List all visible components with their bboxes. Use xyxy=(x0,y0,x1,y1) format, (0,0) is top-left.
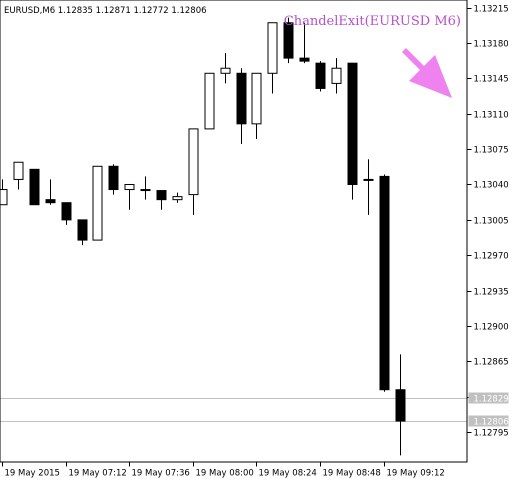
candle xyxy=(236,68,247,145)
symbol-info: EURUSD,M6 1.12835 1.12871 1.12772 1.1280… xyxy=(4,6,207,16)
axes xyxy=(0,0,468,463)
candle-body-bear xyxy=(45,199,56,204)
candle-body-bear xyxy=(283,22,294,59)
y-tick-label: 1.13145 xyxy=(474,75,509,85)
candle xyxy=(188,128,199,215)
y-tick-label: 1.13040 xyxy=(474,181,509,191)
candle-body-bull xyxy=(172,196,183,201)
candle-body-bull xyxy=(267,22,278,74)
candle xyxy=(395,354,406,456)
candle-body-bull xyxy=(13,161,24,180)
candle-body-bear xyxy=(108,165,119,191)
price-lines xyxy=(0,398,468,422)
candle-body-bear xyxy=(61,202,72,221)
candle xyxy=(124,183,135,210)
candle-body-bull xyxy=(140,189,151,192)
candle-body-bear xyxy=(347,62,358,185)
y-tick-label: 1.13180 xyxy=(474,40,509,50)
candles xyxy=(0,17,406,456)
candle-body-bull xyxy=(124,183,135,191)
y-tick-label: 1.12900 xyxy=(474,323,509,333)
x-tick-label: 19 May 09:12 xyxy=(387,469,445,479)
trend-arrow-icon xyxy=(402,48,452,98)
candle xyxy=(13,161,24,190)
candle-body-bear xyxy=(29,168,40,206)
price-tag xyxy=(468,415,509,427)
candle xyxy=(29,168,40,206)
candle-body-bull xyxy=(331,67,342,84)
candle-body-bear xyxy=(156,190,167,201)
candle xyxy=(283,17,294,64)
candle-body-bear xyxy=(379,175,390,391)
candle-body-bull xyxy=(251,72,262,125)
candle xyxy=(363,159,374,215)
candle-body-bull xyxy=(0,189,8,206)
x-tick-label: 19 May 07:36 xyxy=(132,469,190,479)
plot-frame xyxy=(0,0,468,463)
candle-body-bull xyxy=(220,67,231,74)
x-axis: 19 May 2015 19 May 07:12 19 May 07:36 19 Ma… xyxy=(2,462,445,479)
candle-body-bear xyxy=(315,62,326,89)
candle xyxy=(251,72,262,139)
y-tick-label: 1.12935 xyxy=(474,288,509,298)
candle xyxy=(379,174,390,392)
candle xyxy=(204,72,215,130)
y-tick-label: 1.13110 xyxy=(474,111,509,121)
candle-body-bear xyxy=(77,219,88,241)
candle xyxy=(220,53,231,84)
candle-body-bear xyxy=(299,57,310,62)
indicator-label: ChandelExit(EURUSD M6) xyxy=(284,14,461,29)
x-tick-label: 19 May 08:48 xyxy=(323,469,381,479)
candle xyxy=(315,61,326,92)
price-tag xyxy=(468,392,509,404)
candle xyxy=(267,22,278,94)
y-tick-label: 1.13005 xyxy=(474,217,509,227)
candle xyxy=(77,219,88,246)
x-tick-label: 19 May 08:00 xyxy=(196,469,254,479)
y-tick-label: 1.13075 xyxy=(474,146,509,156)
x-tick-label: 19 May 08:24 xyxy=(259,469,317,479)
candle-body-bull xyxy=(204,72,215,130)
candle xyxy=(0,179,8,206)
x-tick-label: 19 May 2015 xyxy=(5,469,60,479)
candle xyxy=(172,192,183,203)
candle-body-bull xyxy=(363,178,374,181)
candle-body-bull xyxy=(92,165,103,241)
y-tick-label: 1.12865 xyxy=(474,358,509,368)
candle-body-bear xyxy=(236,72,247,125)
candle xyxy=(92,165,103,241)
candle xyxy=(45,179,56,205)
y-axis: 1.13215 1.13180 1.13145 1.13110 1.13075 1.130… xyxy=(467,5,509,439)
price-tag-label: 1.12806 xyxy=(474,418,509,428)
candle xyxy=(347,62,358,200)
price-tag-label: 1.12829 xyxy=(474,395,509,405)
x-tick-label: 19 May 07:12 xyxy=(69,469,127,479)
candle-body-bear xyxy=(395,389,406,422)
candle xyxy=(299,22,310,64)
candle xyxy=(156,190,167,210)
y-tick-label: 1.12795 xyxy=(474,429,509,439)
y-tick-label: 1.12970 xyxy=(474,252,509,262)
candle-body-bull xyxy=(188,128,199,196)
candle xyxy=(61,202,72,225)
candle xyxy=(108,164,119,195)
candle xyxy=(331,58,342,94)
candle xyxy=(140,176,151,200)
y-tick-label: 1.13215 xyxy=(474,5,509,15)
